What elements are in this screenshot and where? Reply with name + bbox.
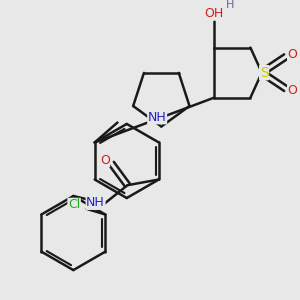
Text: O: O xyxy=(288,48,298,61)
Text: O: O xyxy=(100,154,110,166)
Text: OH: OH xyxy=(204,7,224,20)
Text: NH: NH xyxy=(86,196,105,209)
Text: O: O xyxy=(288,84,298,98)
Text: S: S xyxy=(260,66,268,80)
Text: NH: NH xyxy=(148,111,167,124)
Text: H: H xyxy=(226,0,234,11)
Text: Cl: Cl xyxy=(68,198,80,212)
